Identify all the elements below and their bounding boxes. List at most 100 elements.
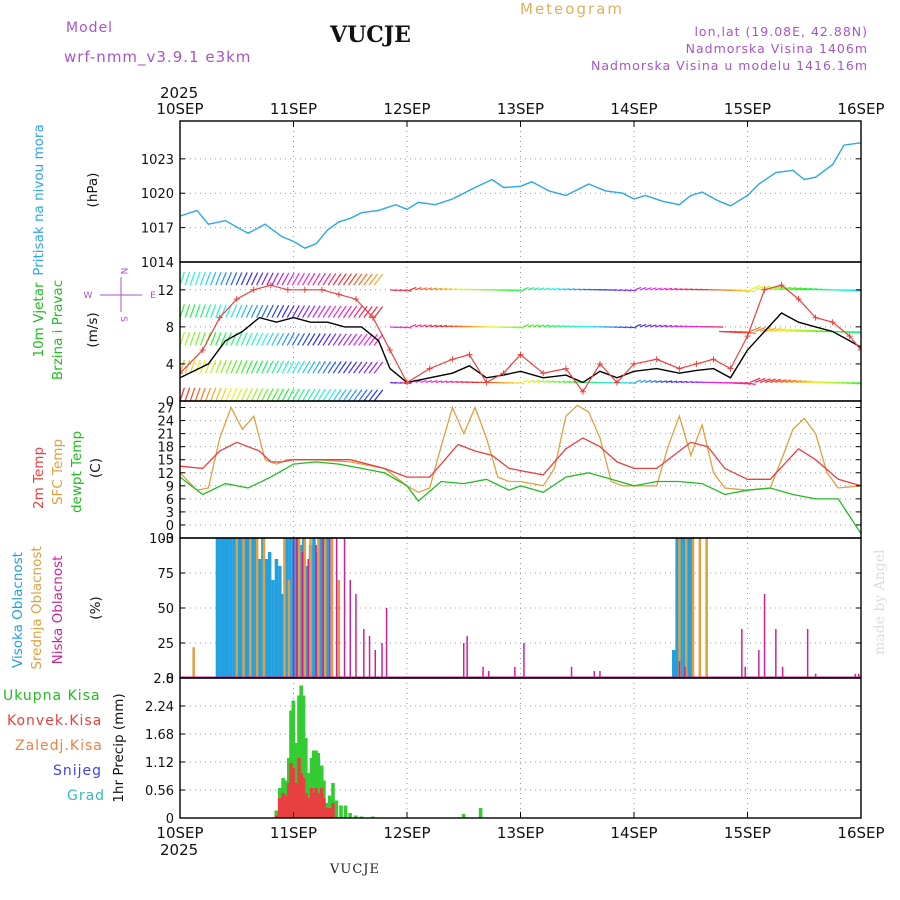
wind-arrow bbox=[261, 388, 269, 401]
wind-arrow bbox=[194, 271, 201, 286]
x-label-bottom: 11SEP bbox=[270, 824, 317, 842]
wind-arrow bbox=[235, 387, 243, 401]
wind-arrow bbox=[435, 324, 443, 328]
wind-speed-line bbox=[180, 312, 861, 384]
wind-arrow bbox=[558, 325, 565, 328]
wind-arrow bbox=[189, 331, 196, 346]
wind-arrow bbox=[660, 287, 667, 291]
wind-arrow bbox=[215, 304, 222, 318]
wind-arrow bbox=[199, 271, 206, 286]
wind-arrow bbox=[655, 324, 662, 328]
y-tick-label: 27 bbox=[157, 402, 174, 417]
precip-total-bar bbox=[461, 814, 466, 818]
precip-total-bar bbox=[311, 750, 316, 818]
wind-arrow bbox=[235, 332, 243, 346]
wind-arrow bbox=[856, 330, 861, 333]
wind-arrow bbox=[210, 304, 217, 318]
wind-arrow bbox=[425, 324, 432, 328]
wind-arrow bbox=[240, 332, 248, 346]
wind-arrow bbox=[276, 332, 285, 346]
wind-arrow bbox=[517, 289, 524, 292]
cloud-low-bar bbox=[315, 545, 317, 678]
wind-arrow bbox=[204, 304, 212, 318]
precip-conv-bar bbox=[316, 793, 321, 818]
station-title: VUCJE bbox=[330, 22, 411, 48]
cloud-low-bar bbox=[482, 666, 484, 678]
wind-arrow bbox=[634, 379, 642, 384]
cloud-low-bar bbox=[343, 538, 346, 678]
wind-arrow bbox=[420, 287, 427, 291]
cloud-low-bar bbox=[523, 643, 525, 678]
wind-arrow bbox=[337, 361, 347, 374]
precip-total-bar bbox=[359, 816, 364, 818]
wind-arrow bbox=[250, 388, 259, 401]
cloud-low-bar bbox=[741, 629, 743, 678]
cloud-high-bar bbox=[312, 538, 316, 678]
wind-arrow bbox=[215, 387, 222, 401]
precip-conv-bar bbox=[301, 778, 306, 818]
wind-arrow bbox=[558, 287, 565, 291]
wind-direction-legend: N S W E bbox=[84, 268, 157, 323]
wind-arrow bbox=[670, 287, 678, 291]
wind-arrow bbox=[225, 387, 232, 401]
wind-arrow bbox=[276, 360, 285, 374]
precip-conv-bar bbox=[277, 798, 282, 818]
wind-arrow bbox=[512, 326, 519, 329]
cloud-high-bar bbox=[278, 566, 282, 678]
wind-arrow bbox=[348, 361, 358, 374]
wind-arrow bbox=[296, 305, 306, 318]
wind-gust-marker bbox=[250, 286, 257, 293]
wind-arrow bbox=[425, 287, 432, 291]
precip-total-bar bbox=[327, 795, 332, 818]
wind-arrow bbox=[189, 387, 196, 401]
wind-gust-marker bbox=[829, 319, 836, 326]
wind-arrow bbox=[543, 324, 550, 328]
wind-arrow bbox=[189, 271, 196, 286]
wind-arrow bbox=[573, 288, 581, 291]
wind-arrow bbox=[686, 288, 693, 291]
precip-conv-bar bbox=[327, 808, 332, 818]
wind-arrow bbox=[358, 333, 368, 346]
wind-arrow bbox=[225, 272, 232, 286]
wind-arrow bbox=[739, 289, 751, 293]
meteogram-title: Meteogram bbox=[520, 0, 624, 18]
wind-arrow bbox=[266, 304, 274, 318]
wind-arrow bbox=[795, 380, 807, 384]
y-tick-label: 1.68 bbox=[145, 728, 174, 743]
wind-gust-marker bbox=[858, 347, 861, 354]
wind-arrow bbox=[322, 273, 332, 286]
cloud-low-bar bbox=[744, 666, 746, 678]
wind-arrow bbox=[527, 287, 534, 291]
wind-arrow bbox=[573, 381, 581, 384]
wind-arrow bbox=[619, 289, 627, 292]
wind-arrow bbox=[194, 304, 201, 318]
cloud-mid-bar bbox=[255, 538, 259, 678]
wind-arrow bbox=[337, 273, 347, 286]
wind-arrow bbox=[681, 380, 688, 384]
wind-arrow bbox=[548, 324, 555, 328]
precip-conv-bar bbox=[322, 798, 326, 818]
y-tick-label: 4 bbox=[166, 358, 174, 373]
y-tick-label: 1014 bbox=[141, 256, 174, 271]
wind-arrow bbox=[291, 272, 300, 286]
wind-arrow bbox=[624, 381, 632, 385]
wind-arrow bbox=[759, 285, 771, 291]
year-top: 2025 bbox=[160, 84, 198, 102]
wind-arrow bbox=[563, 288, 570, 291]
wind-arrow bbox=[368, 361, 378, 374]
dir-e: E bbox=[150, 291, 156, 301]
cloud-low-bar bbox=[781, 666, 784, 678]
cloud-low-bar bbox=[763, 594, 766, 678]
wind-arrow bbox=[348, 389, 358, 401]
wind-arrow bbox=[749, 285, 761, 291]
wind-arrow bbox=[256, 272, 264, 286]
wind-arrow bbox=[332, 361, 342, 374]
wind-arrow bbox=[537, 379, 545, 384]
y-tick-label: 0 bbox=[166, 395, 174, 410]
wind-gust-marker bbox=[631, 360, 637, 367]
cloud-mid-bar bbox=[249, 538, 252, 678]
x-label-bottom: 13SEP bbox=[497, 824, 544, 842]
grid-layer bbox=[180, 121, 861, 818]
y-tick-label: -3 bbox=[161, 532, 174, 547]
wind-arrow bbox=[194, 332, 201, 346]
